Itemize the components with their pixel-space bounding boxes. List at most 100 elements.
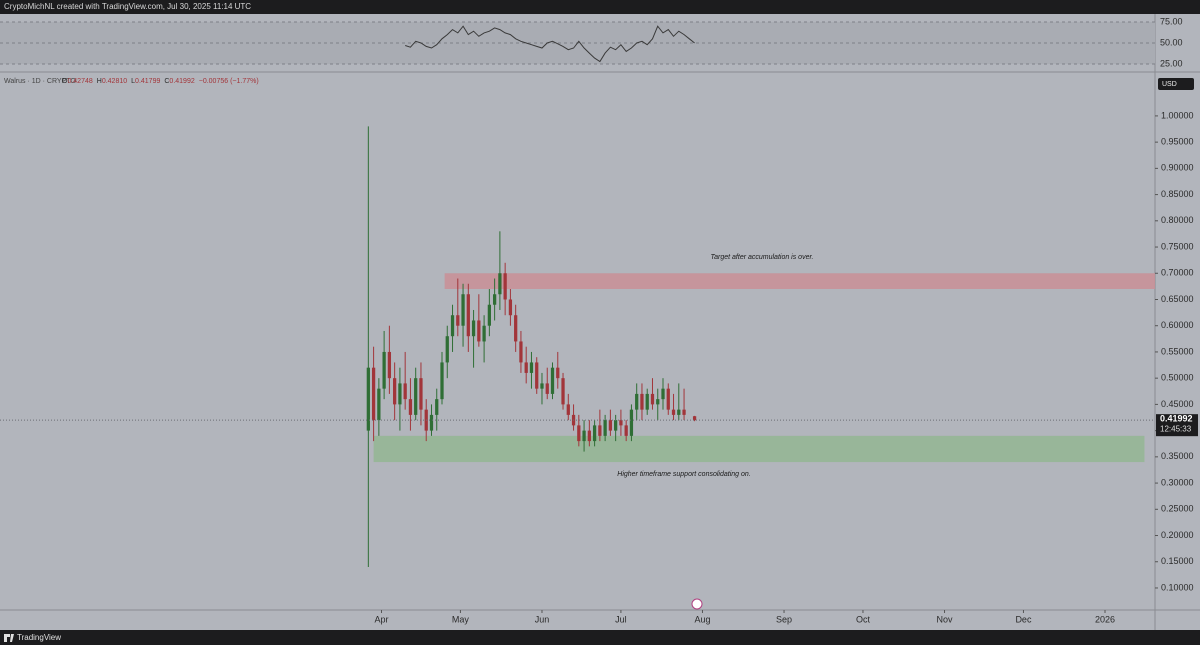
y-tick-label: 0.50000 [1161, 373, 1194, 383]
zone-label: Higher timeframe support consolidating o… [617, 471, 751, 478]
rsi-tick-label: 25.00 [1160, 58, 1183, 68]
candle-body [408, 399, 413, 415]
y-tick-label: 0.85000 [1161, 189, 1194, 199]
candle-body [566, 404, 570, 415]
candle-body [603, 420, 607, 436]
ohlc-prefix: O [62, 78, 68, 85]
x-tick-label: May [452, 614, 470, 624]
candle-body [403, 383, 407, 400]
candle-body [398, 383, 402, 405]
y-tick-label: 0.35000 [1161, 451, 1194, 461]
zone-label: Target after accumulation is over. [711, 254, 814, 261]
brand: TradingView [17, 633, 61, 642]
ohlc-prefix: L [131, 78, 135, 85]
ohlc-prefix: C [164, 78, 169, 85]
candle-body [492, 294, 497, 305]
candle-body [614, 420, 618, 431]
x-tick-label: Apr [374, 614, 388, 624]
candle-body [677, 409, 681, 415]
candle-body [587, 430, 591, 442]
candle-body [629, 409, 634, 436]
zone [444, 273, 1156, 289]
candle-body [545, 383, 549, 394]
ohlc-change: −0.00756 (−1.77%) [199, 78, 259, 85]
candle-body [419, 378, 423, 410]
ohlc-value: 0.42810 [102, 78, 127, 85]
y-tick-label: 0.70000 [1161, 268, 1194, 278]
zone [373, 435, 1145, 463]
y-tick-label: 0.30000 [1161, 477, 1194, 487]
candle-body [577, 425, 581, 442]
candle-body [487, 304, 491, 326]
candle-body [429, 414, 434, 431]
ohlc-legend: O0.42748 H0.42810 L0.41799 C0.41992 −0.00756… [62, 78, 259, 85]
ohlc-value: 0.41799 [135, 78, 160, 85]
candle-body [671, 409, 676, 415]
candle-body [435, 399, 439, 415]
currency-box [1158, 78, 1194, 90]
x-tick-label: Jul [615, 614, 627, 624]
candle-body [661, 388, 665, 400]
candle-body [619, 420, 623, 426]
candle-body [471, 320, 476, 337]
symbol: Walrus · 1D · CRYPTO [4, 78, 76, 85]
candle-body [414, 378, 418, 415]
bottom-bar [0, 630, 1200, 645]
candle-body [666, 388, 670, 410]
x-tick-label: Oct [856, 614, 871, 624]
y-tick-label: 0.60000 [1161, 320, 1194, 330]
candle-body [535, 362, 539, 389]
candle-body [592, 425, 597, 442]
candle-body [393, 378, 397, 405]
ohlc-value: 0.41992 [169, 78, 194, 85]
candle-body [656, 399, 660, 405]
x-tick-label: Jun [535, 614, 550, 624]
candle-body [624, 425, 628, 436]
candle-body [645, 393, 649, 410]
y-tick-label: 0.95000 [1161, 137, 1194, 147]
candle-body [692, 416, 697, 421]
candle-body [650, 393, 655, 405]
candle-body [608, 420, 613, 431]
y-tick-label: 0.80000 [1161, 215, 1194, 225]
y-tick-label: 0.55000 [1161, 346, 1194, 356]
y-tick-label: 1.00000 [1161, 110, 1194, 120]
candle-body [635, 393, 639, 410]
candle-body [529, 362, 534, 373]
x-tick-label: Dec [1015, 614, 1032, 624]
y-tick-label: 0.15000 [1161, 556, 1194, 566]
countdown: 12:45:33 [1160, 424, 1192, 433]
y-tick-label: 0.75000 [1161, 241, 1194, 251]
rsi-tick-label: 75.00 [1160, 16, 1183, 26]
candle-body [556, 367, 560, 379]
candle-body [640, 393, 644, 410]
candle-body [445, 336, 449, 363]
attribution: CryptoMichNL created with TradingView.co… [4, 2, 251, 11]
candle-body [598, 425, 602, 436]
candle-body [561, 378, 565, 405]
currency: USD [1162, 81, 1177, 88]
candle-body [508, 299, 513, 316]
candle-body [540, 383, 544, 389]
candle-body [477, 320, 481, 342]
rsi-tick-label: 50.00 [1160, 37, 1183, 47]
candle-body [466, 294, 470, 337]
candle-body [461, 294, 465, 326]
candle-body [377, 388, 381, 421]
candle-body [371, 367, 376, 421]
y-tick-label: 0.20000 [1161, 530, 1194, 540]
last-price-box [1156, 414, 1198, 437]
candle-body [450, 315, 455, 337]
candle-body [440, 362, 444, 400]
candle-body [524, 362, 528, 373]
candle-body [582, 430, 586, 442]
y-tick-label: 0.90000 [1161, 163, 1194, 173]
y-tick-label: 0.10000 [1161, 582, 1194, 592]
y-tick-label: 0.45000 [1161, 399, 1194, 409]
top-bar [0, 0, 1200, 14]
candle-body [456, 315, 460, 326]
ohlc-prefix: H [97, 78, 102, 85]
candle-body [682, 409, 686, 415]
